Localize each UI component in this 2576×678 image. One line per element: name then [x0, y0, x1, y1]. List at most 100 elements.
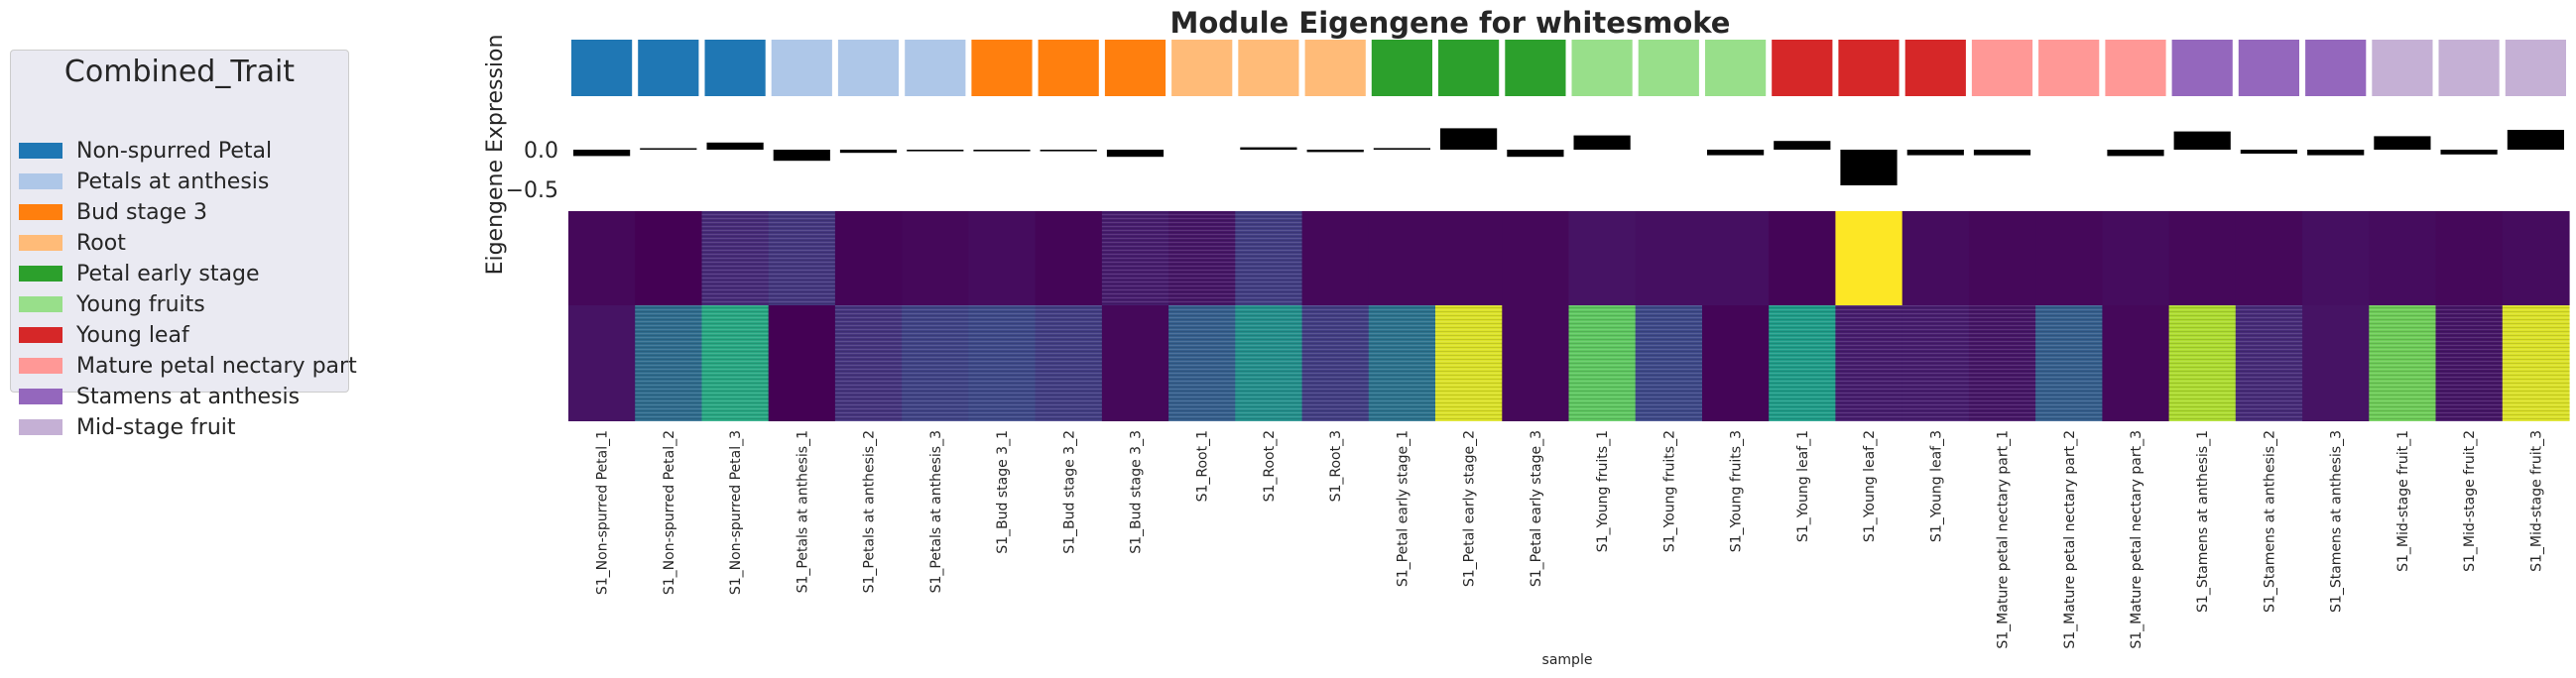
heatmap-cell [2302, 305, 2370, 421]
trait-cell [1371, 40, 1432, 96]
x-tick-label: S1_Non-spurred Petal_3 [728, 430, 744, 595]
legend-label: Mature petal nectary part [76, 353, 357, 379]
trait-cell [1438, 40, 1500, 96]
trait-cell [1904, 40, 1966, 96]
eigengene-bar [839, 150, 898, 154]
legend-label: Mid-stage fruit [76, 414, 236, 440]
heatmap-cell [1301, 211, 1370, 305]
heatmap-cell [1035, 211, 1103, 305]
trait-cell [1838, 40, 1900, 96]
heatmap-cell [2102, 305, 2170, 421]
trait-cell [1505, 40, 1566, 96]
x-tick-label: S1_Mature petal nectary part_1 [1996, 430, 2012, 649]
heatmap-cell [968, 211, 1037, 305]
x-tick-label: S1_Petals at anthesis_2 [862, 430, 878, 593]
heatmap-cell [834, 211, 903, 305]
legend-swatch [19, 143, 62, 159]
trait-cell [837, 40, 900, 96]
x-axis-label: sample [1542, 652, 1593, 668]
heatmap-cell [1368, 211, 1436, 305]
legend-item: Root [19, 228, 126, 258]
heatmap-texture [768, 211, 836, 305]
heatmap-cell [2035, 211, 2103, 305]
trait-cell [638, 40, 699, 96]
eigengene-bar [1373, 148, 1430, 150]
eigengene-bar [1040, 150, 1097, 152]
x-tick-label: S1_Mid-stage fruit_2 [2462, 430, 2478, 572]
legend-swatch [19, 358, 62, 374]
legend-label: Young leaf [76, 322, 189, 348]
heatmap-cell [768, 305, 836, 421]
heatmap-texture [1769, 305, 1836, 421]
x-tick-label: S1_Bud stage 3_3 [1129, 430, 1145, 554]
legend-label: Bud stage 3 [76, 199, 208, 225]
heatmap [568, 211, 2570, 421]
heatmap-cell [1435, 211, 1503, 305]
trait-cell [2171, 40, 2233, 96]
trait-cell [2105, 40, 2166, 96]
heatmap-texture [1568, 305, 1637, 421]
eigengene-bar [640, 148, 697, 150]
heatmap-cell [1968, 211, 2036, 305]
eigengene-bar [2240, 150, 2297, 154]
legend-swatch [19, 235, 62, 251]
heatmap-texture [1168, 211, 1236, 305]
trait-cell [2505, 40, 2566, 96]
eigengene-bar [1973, 150, 2031, 156]
trait-cell [1571, 40, 1633, 96]
x-tick-label: S1_Stamens at anthesis_2 [2262, 430, 2277, 613]
legend-item: Mature petal nectary part [19, 351, 357, 381]
trait-cell [971, 40, 1033, 96]
heatmap-texture [701, 305, 770, 421]
trait-cell [2438, 40, 2500, 96]
eigengene-bar [2374, 136, 2431, 150]
y-tick-label: 0.0 [524, 139, 558, 164]
heatmap-texture [635, 305, 702, 421]
heatmap-texture [1168, 305, 1236, 421]
x-tick-label: S1_Petals at anthesis_1 [795, 430, 810, 593]
x-tick-label: S1_Mid-stage fruit_1 [2395, 430, 2411, 572]
heatmap-texture [968, 305, 1037, 421]
y-axis-label: Eigengene Expression [483, 35, 508, 276]
heatmap-texture [2369, 305, 2437, 421]
eigengene-bar [2107, 150, 2164, 157]
eigengene-bar [773, 150, 830, 162]
x-tick-label: S1_Root_3 [1328, 430, 1344, 502]
trait-cell [1971, 40, 2033, 96]
eigengene-bar [1440, 128, 1498, 150]
legend-item: Stamens at anthesis [19, 382, 300, 411]
x-tick-label: S1_Young leaf_1 [1795, 430, 1811, 542]
x-tick-label: S1_Young fruits_3 [1729, 430, 1745, 552]
eigengene-bar [1840, 150, 1898, 185]
heatmap-texture [1035, 305, 1103, 421]
eigengene-bar [1774, 141, 1831, 150]
heatmap-cell [1901, 211, 1970, 305]
legend-item: Young fruits [19, 289, 205, 319]
heatmap-texture [2035, 305, 2103, 421]
heatmap-texture [1435, 305, 1503, 421]
x-tick-label: S1_Young fruits_2 [1661, 430, 1677, 552]
trait-cell [704, 40, 766, 96]
eigengene-bar [1507, 150, 1564, 158]
heatmap-cell [568, 211, 636, 305]
heatmap-texture [2168, 305, 2237, 421]
x-tick-label: S1_Non-spurred Petal_2 [662, 430, 677, 595]
legend-label: Root [76, 230, 126, 256]
heatmap-cell [2235, 211, 2303, 305]
x-tick-label: S1_Bud stage 3_1 [995, 430, 1011, 554]
eigengene-bar [1106, 150, 1165, 158]
heatmap-cell [1702, 211, 1770, 305]
trait-cell [2305, 40, 2367, 96]
heatmap-texture [1235, 305, 1303, 421]
heatmap-cell [1635, 211, 1703, 305]
legend-swatch [19, 389, 62, 404]
x-tick-label: S1_Young leaf_3 [1928, 430, 1944, 542]
eigengene-bar [573, 150, 631, 157]
eigengene-bar [2173, 131, 2231, 150]
trait-cell [1705, 40, 1767, 96]
eigengene-bars [573, 128, 2564, 185]
x-tick-label: S1_Mid-stage fruit_3 [2528, 430, 2544, 572]
trait-cell [1638, 40, 1699, 96]
x-tick-label: S1_Non-spurred Petal_1 [595, 430, 611, 595]
